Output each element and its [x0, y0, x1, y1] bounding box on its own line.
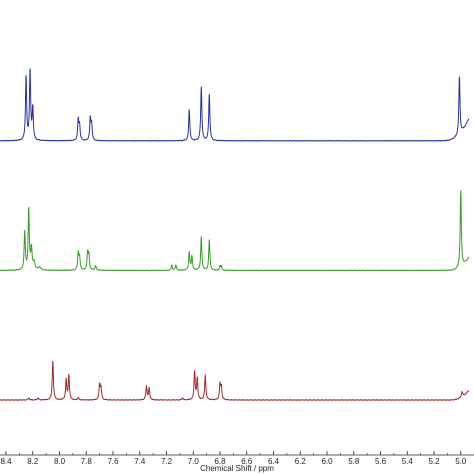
x-tick-label: 6.6 [241, 457, 253, 466]
spectrum-trace-3 [0, 360, 470, 401]
x-tick-label: 7.8 [81, 457, 93, 466]
x-tick-label: 8.2 [27, 457, 39, 466]
x-tick-label: 5.6 [375, 457, 387, 466]
x-tick-label: 6.0 [321, 457, 333, 466]
x-tick-label: 8.4 [0, 457, 12, 466]
x-axis-title: Chemical Shift / ppm [200, 464, 274, 473]
x-tick-label: 5.0 [455, 457, 467, 466]
spectrum-traces [0, 68, 470, 401]
x-tick-label: 7.0 [188, 457, 200, 466]
spectrum-trace-1 [0, 68, 470, 142]
x-tick-label: 7.6 [107, 457, 119, 466]
x-axis-ticks: 8.4 8.2 8.0 7.8 7.6 7.4 7.2 7.0 6.8 6.6 6.4 6.2 6.0 5… [0, 451, 467, 466]
x-tick-label: 5.4 [402, 457, 414, 466]
x-tick-label: 7.4 [134, 457, 146, 466]
x-tick-label: 5.2 [428, 457, 440, 466]
x-tick-label: 6.2 [295, 457, 307, 466]
x-tick-label: 6.4 [268, 457, 280, 466]
x-tick-label: 5.8 [348, 457, 360, 466]
x-tick-label: 6.8 [214, 457, 226, 466]
x-tick-label: 8.0 [54, 457, 66, 466]
spectrum-trace-2 [0, 190, 470, 272]
x-tick-label: 7.2 [161, 457, 173, 466]
